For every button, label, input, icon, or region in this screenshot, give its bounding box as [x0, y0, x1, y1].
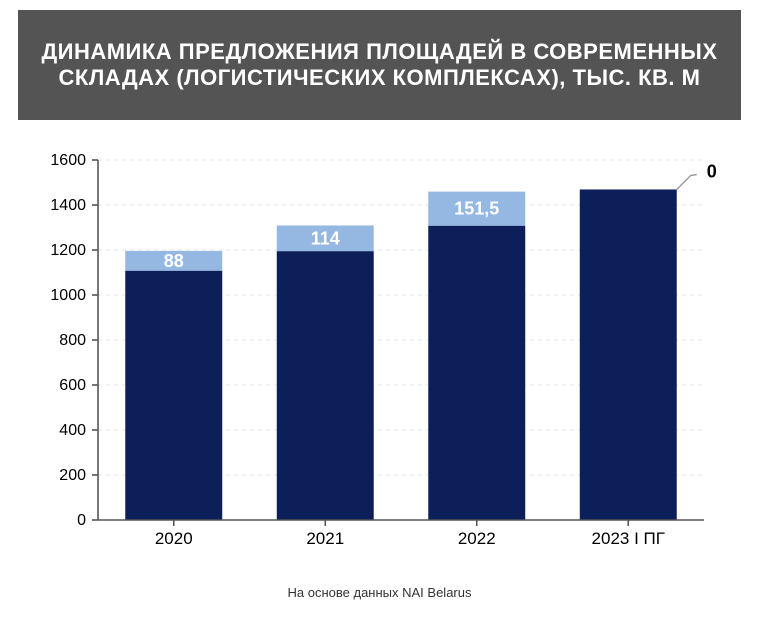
bar-base — [580, 189, 677, 520]
x-tick-label: 2022 — [458, 529, 496, 548]
x-tick-label: 2021 — [306, 529, 344, 548]
y-tick-label: 200 — [59, 467, 86, 484]
data-label: 88 — [164, 251, 184, 271]
data-label-zero: 0 — [707, 161, 717, 181]
bar-base — [125, 271, 222, 520]
bar-base — [428, 226, 525, 520]
chart-title-text: ДИНАМИКА ПРЕДЛОЖЕНИЯ ПЛОЩАДЕЙ В СОВРЕМЕН… — [18, 39, 741, 91]
chart-container: 0 200 400 600 800 1000 1200 1400 1600 88 2020 114 20… — [46, 150, 714, 550]
chart-caption: На основе данных NAI Belarus — [0, 585, 759, 600]
bar-base — [277, 251, 374, 520]
stacked-bar-chart: 0 200 400 600 800 1000 1200 1400 1600 88 2020 114 20… — [46, 150, 714, 550]
chart-caption-text: На основе данных NAI Belarus — [288, 585, 472, 600]
data-label: 114 — [311, 228, 340, 248]
x-tick-label: 2023 I ПГ — [592, 529, 665, 548]
data-label: 151,5 — [454, 199, 499, 219]
y-tick-label: 0 — [77, 512, 86, 529]
x-tick-label: 2020 — [155, 529, 193, 548]
y-tick-label: 1200 — [50, 242, 86, 259]
y-tick-label: 600 — [59, 377, 86, 394]
chart-title: ДИНАМИКА ПРЕДЛОЖЕНИЯ ПЛОЩАДЕЙ В СОВРЕМЕН… — [18, 10, 741, 120]
y-tick-label: 1000 — [50, 287, 86, 304]
callout-leader — [677, 175, 697, 190]
y-tick-label: 1600 — [50, 152, 86, 169]
y-tick-label: 1400 — [50, 197, 86, 214]
y-tick-label: 400 — [59, 422, 86, 439]
y-tick-label: 800 — [59, 332, 86, 349]
